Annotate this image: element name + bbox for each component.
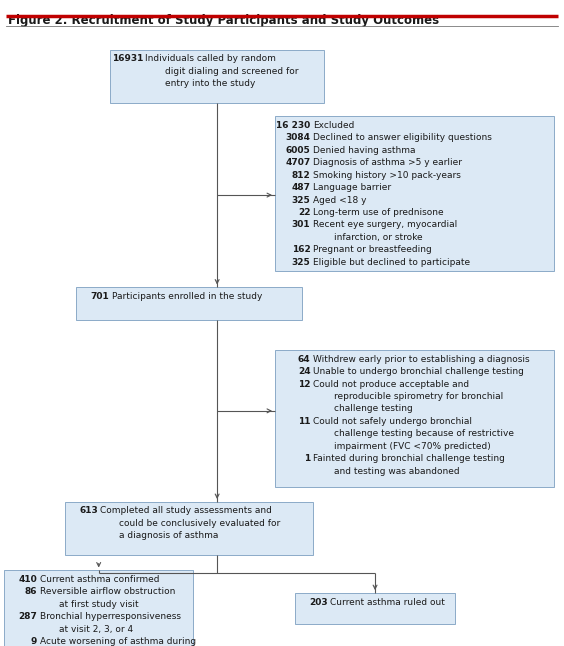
Text: 6005: 6005 bbox=[285, 146, 310, 155]
Text: and testing was abandoned: and testing was abandoned bbox=[334, 467, 459, 476]
Text: challenge testing: challenge testing bbox=[334, 404, 412, 413]
Text: reproducible spirometry for bronchial: reproducible spirometry for bronchial bbox=[334, 392, 503, 401]
FancyBboxPatch shape bbox=[65, 502, 313, 555]
Text: 701: 701 bbox=[90, 292, 109, 301]
FancyBboxPatch shape bbox=[275, 350, 554, 487]
FancyBboxPatch shape bbox=[76, 287, 302, 320]
FancyBboxPatch shape bbox=[295, 593, 456, 624]
Text: 162: 162 bbox=[292, 245, 310, 255]
Text: 86: 86 bbox=[25, 587, 37, 596]
Text: Diagnosis of asthma >5 y earlier: Diagnosis of asthma >5 y earlier bbox=[313, 158, 462, 167]
Text: Could not produce acceptable and: Could not produce acceptable and bbox=[313, 380, 469, 389]
Text: 410: 410 bbox=[19, 575, 37, 584]
Text: 287: 287 bbox=[18, 612, 37, 621]
Text: could be conclusively evaluated for: could be conclusively evaluated for bbox=[120, 519, 281, 528]
Text: Long-term use of prednisone: Long-term use of prednisone bbox=[313, 208, 443, 217]
Text: Aged <18 y: Aged <18 y bbox=[313, 196, 367, 205]
Text: Current asthma ruled out: Current asthma ruled out bbox=[330, 598, 445, 607]
Text: 203: 203 bbox=[309, 598, 328, 607]
Text: 325: 325 bbox=[292, 258, 310, 267]
Text: Figure 2. Recruitment of Study Participants and Study Outcomes: Figure 2. Recruitment of Study Participa… bbox=[8, 14, 439, 27]
Text: digit dialing and screened for: digit dialing and screened for bbox=[165, 67, 298, 76]
Text: Unable to undergo bronchial challenge testing: Unable to undergo bronchial challenge te… bbox=[313, 367, 524, 376]
Text: 4707: 4707 bbox=[285, 158, 310, 167]
Text: 9: 9 bbox=[31, 637, 37, 646]
Text: 24: 24 bbox=[298, 367, 310, 376]
Text: at visit 2, 3, or 4: at visit 2, 3, or 4 bbox=[59, 625, 133, 634]
Text: Could not safely undergo bronchial: Could not safely undergo bronchial bbox=[313, 417, 472, 426]
Text: 325: 325 bbox=[292, 196, 310, 205]
Text: 12: 12 bbox=[298, 380, 310, 389]
Text: challenge testing because of restrictive: challenge testing because of restrictive bbox=[334, 430, 514, 439]
Text: a diagnosis of asthma: a diagnosis of asthma bbox=[120, 532, 219, 541]
Text: 812: 812 bbox=[292, 171, 310, 180]
Text: 3084: 3084 bbox=[285, 133, 310, 142]
Text: Denied having asthma: Denied having asthma bbox=[313, 146, 415, 155]
Text: 301: 301 bbox=[292, 220, 310, 229]
Text: Smoking history >10 pack-years: Smoking history >10 pack-years bbox=[313, 171, 461, 180]
Text: Reversible airflow obstruction: Reversible airflow obstruction bbox=[39, 587, 175, 596]
Text: Bronchial hyperresponsiveness: Bronchial hyperresponsiveness bbox=[39, 612, 180, 621]
FancyBboxPatch shape bbox=[110, 50, 324, 103]
Text: at first study visit: at first study visit bbox=[59, 600, 138, 609]
Text: Pregnant or breastfeeding: Pregnant or breastfeeding bbox=[313, 245, 431, 255]
Text: 11: 11 bbox=[298, 417, 310, 426]
Text: 1: 1 bbox=[304, 454, 310, 463]
FancyBboxPatch shape bbox=[4, 570, 193, 646]
Text: 613: 613 bbox=[79, 506, 98, 516]
Text: Fainted during bronchial challenge testing: Fainted during bronchial challenge testi… bbox=[313, 454, 505, 463]
Text: 16931: 16931 bbox=[112, 54, 143, 63]
Text: impairment (FVC <70% predicted): impairment (FVC <70% predicted) bbox=[334, 442, 491, 451]
Text: Acute worsening of asthma during: Acute worsening of asthma during bbox=[39, 637, 196, 646]
Text: Recent eye surgery, myocardial: Recent eye surgery, myocardial bbox=[313, 220, 457, 229]
Text: 64: 64 bbox=[298, 355, 310, 364]
Text: 16 230: 16 230 bbox=[276, 121, 310, 130]
FancyBboxPatch shape bbox=[275, 116, 554, 271]
Text: Completed all study assessments and: Completed all study assessments and bbox=[100, 506, 272, 516]
Text: infarction, or stroke: infarction, or stroke bbox=[334, 233, 422, 242]
Text: Individuals called by random: Individuals called by random bbox=[146, 54, 276, 63]
Text: Current asthma confirmed: Current asthma confirmed bbox=[39, 575, 159, 584]
Text: Declined to answer eligibility questions: Declined to answer eligibility questions bbox=[313, 133, 492, 142]
Text: 22: 22 bbox=[298, 208, 310, 217]
Text: entry into the study: entry into the study bbox=[165, 79, 255, 89]
Text: Eligible but declined to participate: Eligible but declined to participate bbox=[313, 258, 470, 267]
Text: 487: 487 bbox=[292, 183, 310, 192]
Text: Excluded: Excluded bbox=[313, 121, 354, 130]
Text: Language barrier: Language barrier bbox=[313, 183, 391, 192]
Text: Participants enrolled in the study: Participants enrolled in the study bbox=[112, 292, 262, 301]
Text: Withdrew early prior to establishing a diagnosis: Withdrew early prior to establishing a d… bbox=[313, 355, 530, 364]
